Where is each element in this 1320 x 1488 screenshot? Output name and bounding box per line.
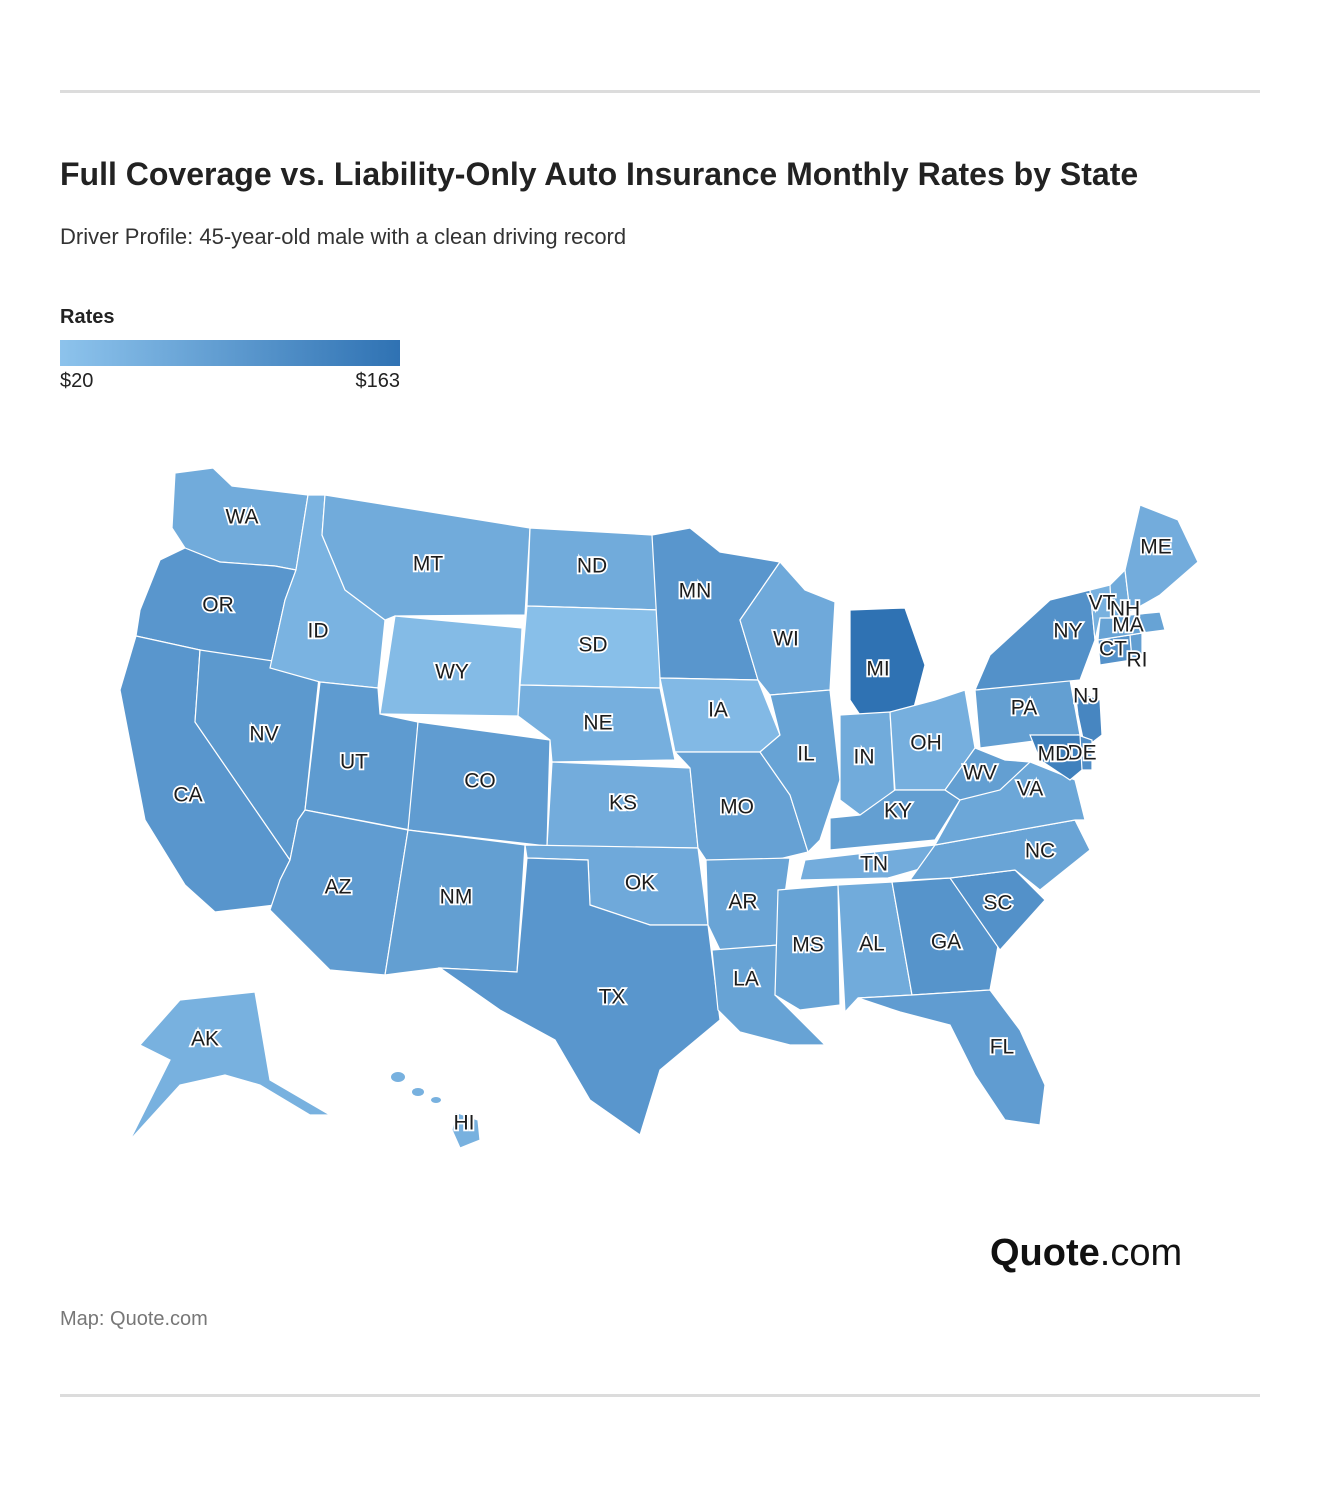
state-label-ca: CA — [173, 784, 202, 807]
state-label-oh: OH — [910, 732, 942, 755]
map-source: Map: Quote.com — [60, 1308, 208, 1330]
state-label-ne: NE — [583, 712, 612, 735]
state-vt[interactable] — [1089, 584, 1113, 641]
state-tx[interactable] — [437, 857, 721, 1136]
page-title: Full Coverage vs. Liability-Only Auto In… — [60, 156, 1139, 192]
state-label-al: AL — [859, 933, 885, 956]
state-label-ut: UT — [340, 751, 368, 774]
state-label-az: AZ — [325, 876, 352, 899]
legend-max-label: $163 — [355, 370, 401, 392]
state-label-hi: HI — [454, 1112, 475, 1135]
state-label-la: LA — [733, 968, 759, 991]
state-label-ar: AR — [728, 891, 757, 914]
state-md[interactable] — [1029, 734, 1083, 781]
state-label-ok: OK — [625, 872, 655, 895]
state-label-me: ME — [1140, 536, 1172, 559]
state-label-ma: MA — [1112, 614, 1144, 637]
state-label-mn: MN — [679, 580, 712, 603]
state-label-fl: FL — [990, 1036, 1015, 1059]
state-label-vt: VT — [1089, 592, 1116, 615]
state-nc[interactable] — [908, 819, 1091, 891]
state-label-ga: GA — [931, 931, 961, 954]
state-nj[interactable] — [1074, 689, 1103, 750]
state-ma[interactable] — [1097, 611, 1166, 641]
page-subtitle: Driver Profile: 45-year-old male with a … — [60, 224, 627, 249]
state-label-wy: WY — [435, 661, 469, 684]
state-label-sc: SC — [983, 892, 1012, 915]
state-label-wa: WA — [225, 506, 258, 529]
state-label-wi: WI — [773, 628, 799, 651]
quote-logo: Quote.com — [990, 1232, 1182, 1275]
state-label-ia: IA — [708, 699, 728, 722]
state-wv[interactable] — [944, 747, 1032, 801]
state-label-pa: PA — [1011, 697, 1037, 720]
state-il[interactable] — [759, 689, 841, 854]
state-label-nh: NH — [1110, 598, 1140, 621]
state-label-sd: SD — [578, 634, 607, 657]
state-me[interactable] — [1124, 504, 1199, 613]
state-ak[interactable] — [129, 991, 333, 1141]
legend-min-label: $20 — [60, 370, 94, 392]
logo-suffix: .com — [1099, 1232, 1183, 1274]
hawaii-island — [391, 1072, 405, 1082]
state-label-mo: MO — [720, 796, 754, 819]
state-label-ak: AK — [191, 1028, 219, 1051]
state-label-wv: WV — [963, 762, 997, 785]
state-hi[interactable] — [451, 1111, 481, 1149]
state-label-ny: NY — [1053, 620, 1082, 643]
hawaii-island — [412, 1088, 424, 1096]
bottom-divider — [60, 1394, 1260, 1397]
state-label-nc: NC — [1025, 840, 1055, 863]
state-label-mt: MT — [413, 553, 443, 576]
state-label-de: DE — [1067, 742, 1096, 765]
legend-title: Rates — [60, 306, 115, 328]
state-label-in: IN — [854, 746, 875, 769]
state-label-ky: KY — [884, 800, 912, 823]
state-label-tx: TX — [599, 986, 626, 1009]
hawaii-island — [431, 1097, 441, 1103]
top-divider — [60, 90, 1260, 93]
state-label-nm: NM — [440, 886, 473, 909]
state-label-id: ID — [308, 620, 329, 643]
state-label-mi: MI — [866, 658, 889, 681]
state-label-or: OR — [202, 594, 234, 617]
state-label-il: IL — [797, 743, 815, 766]
legend-color-scale — [60, 340, 400, 366]
state-label-md: MD — [1038, 743, 1071, 766]
state-ms[interactable] — [774, 884, 841, 1011]
state-label-nv: NV — [249, 723, 278, 746]
state-label-ms: MS — [792, 934, 824, 957]
state-label-nj: NJ — [1073, 685, 1099, 708]
state-label-nd: ND — [577, 555, 607, 578]
state-label-co: CO — [464, 770, 496, 793]
state-label-va: VA — [1017, 778, 1043, 801]
state-label-ct: CT — [1099, 638, 1127, 661]
state-wi[interactable] — [739, 561, 836, 696]
us-choropleth-map: WA OR CA NV ID MT WY UT CO AZ NM ND SD NE KS OK TX MN IA MO… — [119, 467, 1199, 1149]
state-label-ks: KS — [609, 792, 637, 815]
logo-brand: Quote — [990, 1232, 1100, 1274]
state-label-tn: TN — [860, 853, 888, 876]
state-label-ri: RI — [1127, 649, 1148, 672]
state-fl[interactable] — [857, 989, 1046, 1126]
